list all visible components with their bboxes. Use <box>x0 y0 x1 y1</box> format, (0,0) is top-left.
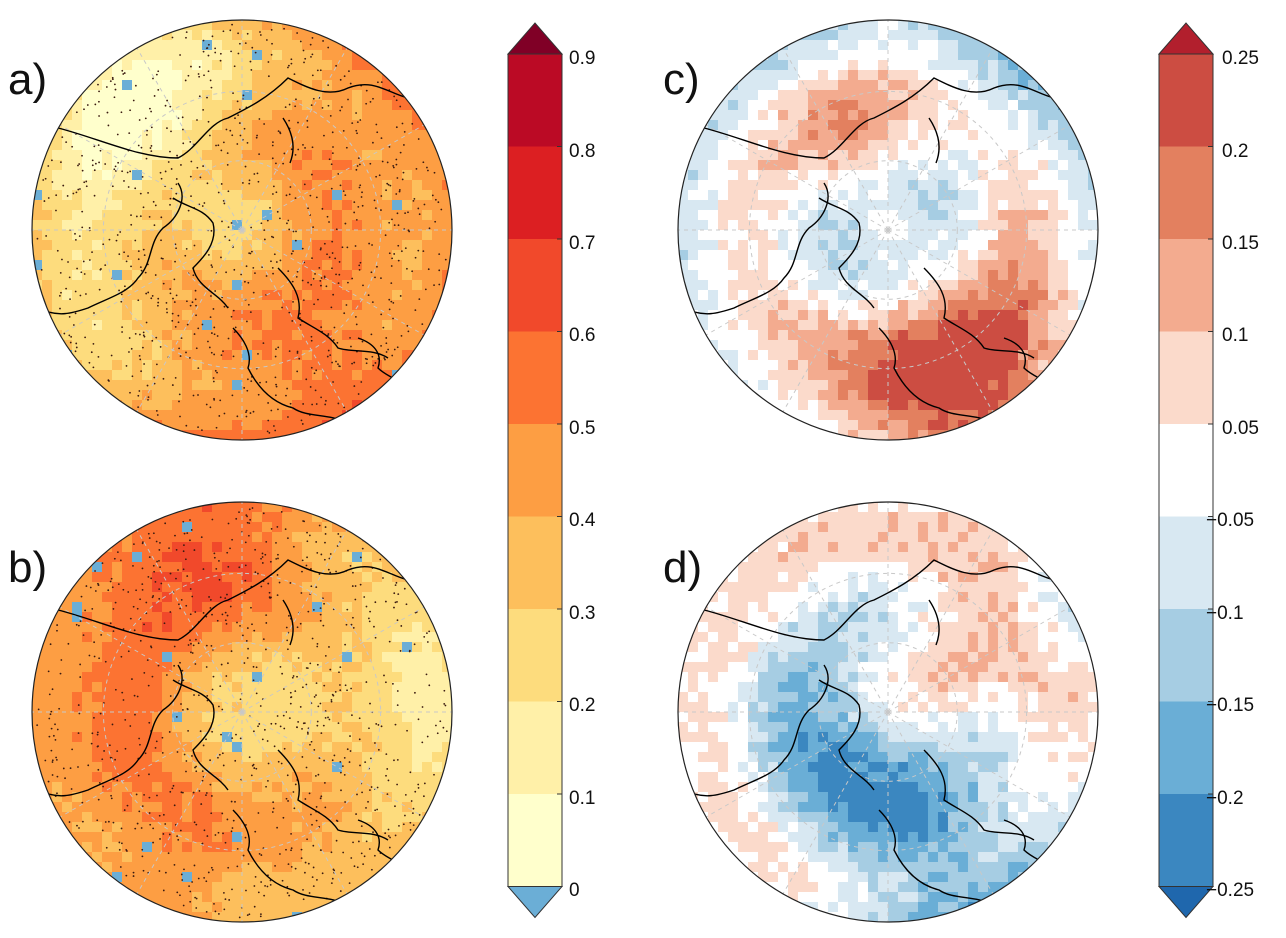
colorbar-sequential-segment <box>508 424 562 517</box>
polar-map-b <box>28 490 458 938</box>
colorbar-tick-label: 0.9 <box>569 49 595 68</box>
colorbar-sequential-segment <box>508 702 562 795</box>
colorbar-sequential-under-triangle <box>508 887 562 918</box>
colorbar-diverging-segment <box>1159 794 1213 887</box>
colorbar-tick-label: 0.6 <box>569 326 595 345</box>
colorbar-tick-label: 0.05 <box>1222 419 1259 438</box>
colorbar-tick-label: 0 <box>569 881 580 900</box>
colorbar-diverging-over-triangle <box>1159 23 1213 54</box>
colorbar-sequential-segment <box>508 147 562 240</box>
colorbar-sequential-segment <box>508 794 562 887</box>
colorbar-sequential-segment <box>508 609 562 702</box>
colorbar-tick-label: −0.05 <box>1206 511 1254 530</box>
colorbar-tick-label: −0.15 <box>1206 696 1254 715</box>
colorbar-sequential-segment <box>508 54 562 147</box>
colorbar-diverging-segment <box>1159 702 1213 795</box>
colorbar-tick-label: −0.25 <box>1206 881 1254 900</box>
colorbar-tick-label: 0.2 <box>1222 142 1248 161</box>
colorbar-tick-label: 0.2 <box>569 696 595 715</box>
colorbar-tick-label: 0.4 <box>569 511 595 530</box>
colorbar-diverging-under-triangle <box>1159 887 1213 918</box>
polar-map-c <box>674 8 1104 456</box>
colorbar-diverging-segment <box>1159 609 1213 702</box>
colorbar-sequential-over-triangle <box>508 23 562 54</box>
colorbar-tick-label: 0.7 <box>569 234 595 253</box>
colorbar-tick-label: 0.15 <box>1222 234 1259 253</box>
colorbar-sequential-segment <box>508 239 562 332</box>
colorbar-sequential <box>505 22 565 924</box>
colorbar-tick-label: 0.3 <box>569 604 595 623</box>
colorbar-diverging-segment <box>1159 332 1213 425</box>
colorbar-diverging-segment <box>1159 239 1213 332</box>
colorbar-diverging-segment <box>1159 424 1213 517</box>
colorbar-tick-label: 0.25 <box>1222 49 1259 68</box>
colorbar-sequential-segment <box>508 517 562 610</box>
colorbar-tick-label: −0.1 <box>1206 604 1244 623</box>
colorbar-tick-label: 0.5 <box>569 419 595 438</box>
colorbar-diverging-segment <box>1159 517 1213 610</box>
colorbar-tick-label: 0.1 <box>569 789 595 808</box>
polar-map-a <box>28 8 458 456</box>
colorbar-diverging-segment <box>1159 54 1213 147</box>
polar-map-d <box>674 490 1104 938</box>
colorbar-diverging-segment <box>1159 147 1213 240</box>
colorbar-tick-label: 0.1 <box>1222 326 1248 345</box>
colorbar-tick-label: −0.2 <box>1206 789 1244 808</box>
colorbar-tick-label: 0.8 <box>569 142 595 161</box>
colorbar-sequential-segment <box>508 332 562 425</box>
